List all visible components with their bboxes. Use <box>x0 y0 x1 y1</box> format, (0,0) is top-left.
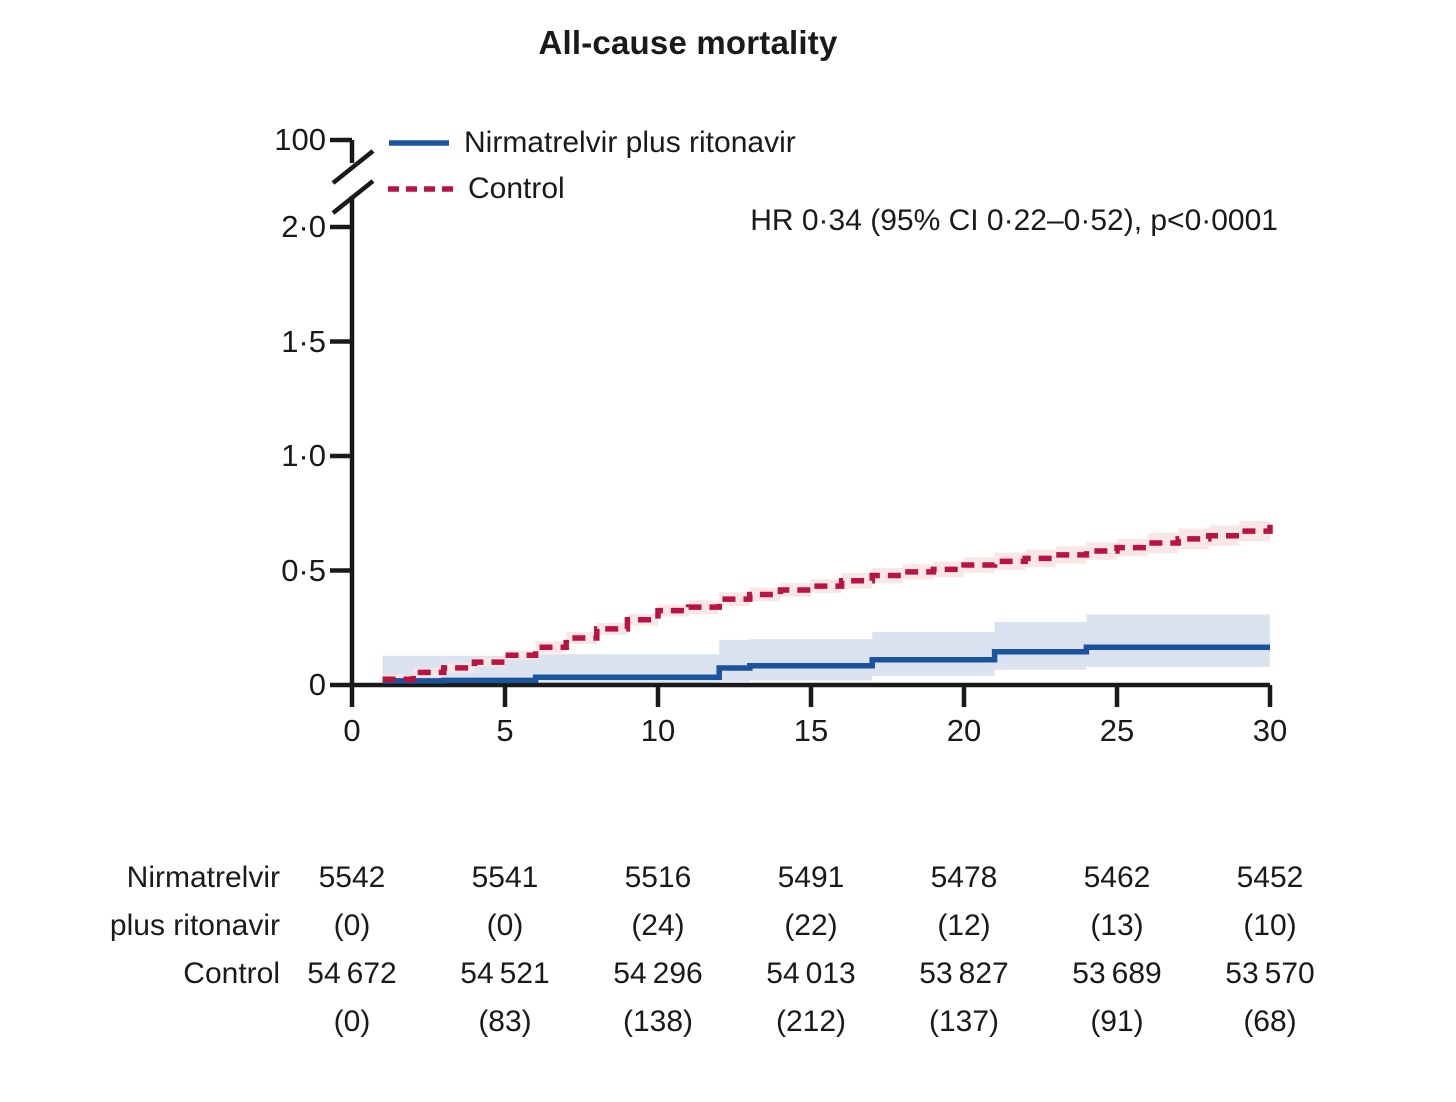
event-count-cell: (22) <box>784 909 838 942</box>
control-curve <box>382 524 1273 683</box>
y-tick-label: 100 <box>274 122 326 157</box>
event-count-cell: (0) <box>333 1005 371 1038</box>
x-tick-label: 20 <box>946 713 982 748</box>
risk-count-cell: 5541 <box>471 861 539 894</box>
risk-count-cell: 5491 <box>777 861 845 894</box>
treatment-curve <box>382 644 1270 684</box>
legend-item-control: Control <box>388 166 796 212</box>
legend: Nirmatrelvir plus ritonavir Control <box>388 120 796 212</box>
x-tick-label: 0 <box>343 713 361 748</box>
risk-row-label-treatment-line2: plus ritonavir <box>109 909 280 942</box>
y-tick-label: 1·0 <box>281 438 326 473</box>
event-count-cell: (83) <box>478 1005 532 1038</box>
y-tick-label: 0 <box>308 667 326 702</box>
survival-chart <box>330 137 1273 707</box>
risk-count-cell: 5478 <box>930 861 998 894</box>
event-count-cell: (68) <box>1243 1005 1297 1038</box>
risk-count-cell: 5462 <box>1083 861 1151 894</box>
event-count-cell: (138) <box>622 1005 694 1038</box>
treatment-ci-band <box>382 614 1271 685</box>
treatment-line-icon <box>389 140 449 146</box>
event-count-cell: (91) <box>1090 1005 1144 1038</box>
risk-count-cell: 53 827 <box>919 957 1009 990</box>
risk-row-label-control: Control <box>183 957 280 990</box>
risk-count-cell: 54 013 <box>766 957 856 990</box>
x-tick-label: 30 <box>1252 713 1288 748</box>
y-tick-label: 1·5 <box>281 323 326 359</box>
y-tick-label: 0·5 <box>281 552 326 588</box>
event-count-cell: (0) <box>333 909 371 942</box>
x-tick-label: 15 <box>793 713 829 748</box>
event-count-cell: (12) <box>937 909 991 942</box>
risk-count-cell: 5516 <box>624 861 692 894</box>
legend-item-treatment: Nirmatrelvir plus ritonavir <box>388 120 796 166</box>
event-count-cell: (0) <box>486 909 524 942</box>
risk-count-cell: 53 570 <box>1225 957 1315 990</box>
y-tick-label: 2·0 <box>281 209 326 244</box>
risk-row-label-treatment-line1: Nirmatrelvir <box>126 861 280 894</box>
event-count-cell: (24) <box>631 909 685 942</box>
event-count-cell: (137) <box>928 1005 1000 1038</box>
legend-label-control: Control <box>468 172 565 205</box>
event-count-cell: (212) <box>775 1005 847 1038</box>
hazard-ratio-annotation: HR 0·34 (95% CI 0·22–0·52), p<0·0001 <box>750 204 1278 237</box>
risk-count-cell: 5542 <box>318 861 386 894</box>
axis-break-marks <box>331 149 375 215</box>
control-dashed-line-icon <box>388 186 454 192</box>
risk-count-cell: 54 521 <box>460 957 550 990</box>
legend-label-treatment: Nirmatrelvir plus ritonavir <box>464 126 796 159</box>
x-tick-label: 5 <box>496 713 514 748</box>
risk-count-cell: 54 296 <box>613 957 703 990</box>
event-count-cell: (13) <box>1090 909 1144 942</box>
x-tick-label: 10 <box>640 713 676 748</box>
risk-count-cell: 5452 <box>1236 861 1304 894</box>
event-count-cell: (10) <box>1243 909 1297 942</box>
risk-count-cell: 53 689 <box>1072 957 1162 990</box>
x-tick-label: 25 <box>1099 713 1135 748</box>
risk-count-cell: 54 672 <box>307 957 397 990</box>
figure-title: All-cause mortality <box>538 24 838 61</box>
